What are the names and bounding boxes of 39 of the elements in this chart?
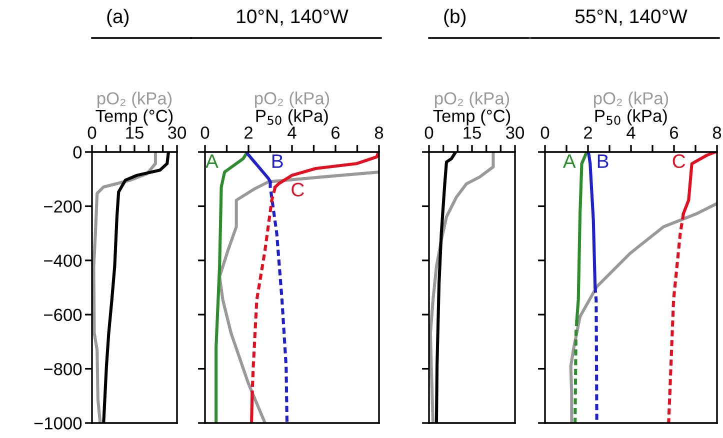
x-tick-label: 4 — [288, 126, 296, 139]
x-tick-label: 2 — [584, 126, 592, 139]
x-tick-label: 6 — [332, 126, 340, 139]
text: pO₂ (kPa) — [255, 92, 330, 108]
x-tick-label: 6 — [670, 126, 678, 139]
x-tick-label: 0 — [200, 126, 210, 139]
x-tick-label: 0 — [88, 126, 96, 139]
x-axis-title: P$_{50}$ (kPa) — [595, 109, 667, 126]
x-axis-title: Temp (°C) — [96, 109, 173, 126]
x-tick-label: 30 — [168, 126, 186, 139]
series-label: B — [272, 154, 283, 168]
text: pO₂ (kPa) — [594, 92, 668, 108]
text: pO₂ (kPa) — [435, 92, 510, 108]
x-tick-label: 8 — [374, 126, 384, 139]
x-tick-label: 8 — [712, 126, 722, 139]
y-tick-label: −600 — [44, 308, 82, 322]
x-tick-label: 2 — [244, 126, 252, 139]
y-tick-label: −1000 — [34, 417, 82, 430]
y-tick-label: −200 — [44, 200, 82, 213]
chart-title: 55°N, 140°W — [575, 9, 688, 26]
series-label: C — [672, 154, 686, 168]
x-tick-label: 15 — [464, 126, 481, 139]
x-tick-label: 15 — [126, 126, 144, 139]
x-axis-title: P$_{50}$ (kPa) — [256, 109, 328, 126]
x-tick-label: 0 — [424, 126, 434, 139]
x-tick-label: 4 — [626, 126, 636, 139]
y-tick-label: 0 — [73, 146, 82, 158]
y-tick-label: −400 — [44, 254, 82, 267]
chart-title: (a) — [107, 8, 129, 28]
text: pO₂ (kPa) — [98, 92, 172, 108]
chart-title: 10°N, 140°W — [237, 9, 348, 26]
x-axis-title: Temp (°C) — [433, 109, 510, 126]
x-tick-label: 0 — [540, 126, 550, 139]
x-tick-label: 30 — [506, 126, 524, 139]
series-label: B — [598, 154, 608, 168]
series-label: A — [562, 154, 576, 168]
chart-title: (b) — [444, 8, 466, 28]
y-tick-label: −800 — [44, 362, 82, 376]
series-label: C — [292, 182, 304, 197]
